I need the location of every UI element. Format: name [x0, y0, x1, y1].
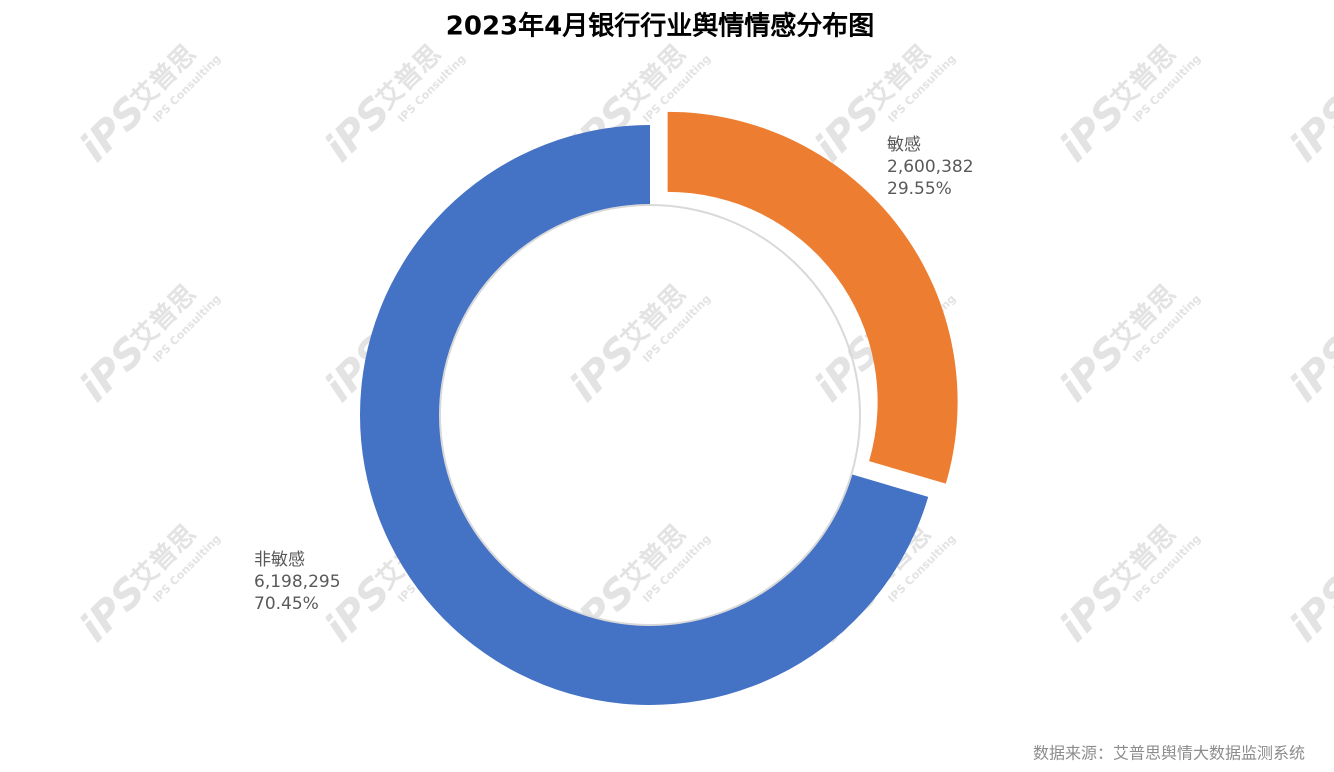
donut-slice: [667, 111, 958, 484]
slice-label-name: 非敏感: [254, 550, 305, 570]
slice-label-value: 2,600,382: [887, 157, 974, 177]
watermark-logo: iPS: [1281, 88, 1334, 171]
chart-title: 2023年4月银行行业舆情情感分布图: [446, 11, 874, 42]
slice-label-value: 6,198,295: [254, 572, 341, 592]
slice-label-name: 敏感: [887, 135, 921, 155]
watermark-logo: iPS: [1281, 568, 1334, 651]
watermark-logo: iPS: [1281, 328, 1334, 411]
source-note: 数据来源：艾普思舆情大数据监测系统: [1033, 744, 1305, 763]
inner-outline: [439, 204, 861, 626]
slice-label-percent: 29.55%: [887, 179, 952, 199]
slice-label-percent: 70.45%: [254, 594, 319, 614]
